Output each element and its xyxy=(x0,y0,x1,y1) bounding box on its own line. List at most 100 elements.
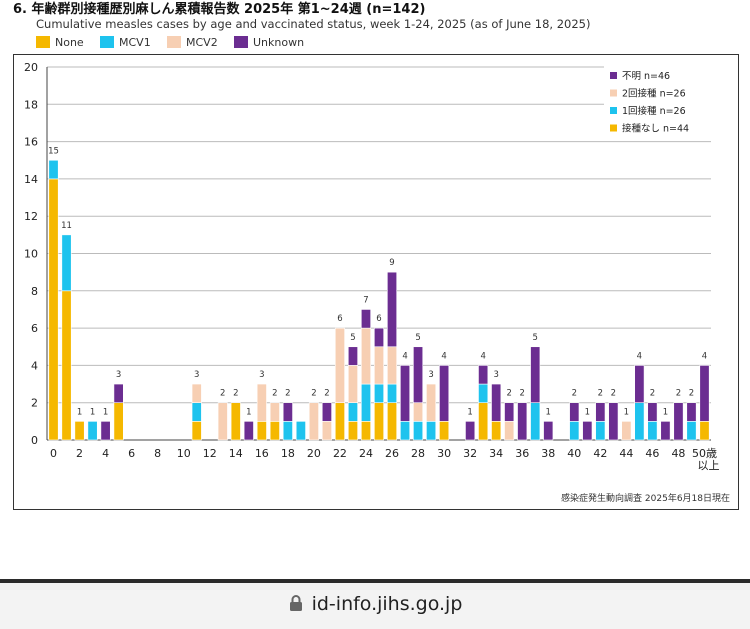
bar-total-label: 1 xyxy=(624,407,629,417)
bar-total-label: 4 xyxy=(402,351,407,361)
y-tick-label: 6 xyxy=(31,322,38,335)
legend-swatch xyxy=(610,107,617,114)
bar-segment xyxy=(347,421,358,441)
bar-segment xyxy=(491,421,502,441)
bar-segment xyxy=(426,421,437,441)
bar-segment xyxy=(413,421,424,441)
url-text[interactable]: id-info.jihs.go.jp xyxy=(311,593,463,615)
legend-item-unknown: Unknown xyxy=(234,36,304,49)
legend-label: Unknown xyxy=(253,36,305,49)
bar-segment xyxy=(465,421,476,441)
bar-total-label: 2 xyxy=(506,389,511,399)
x-tick-label: 32 xyxy=(463,447,477,460)
x-tick-label: 2 xyxy=(76,447,83,460)
bar-segment xyxy=(400,421,411,441)
bar-segment xyxy=(191,383,202,403)
x-tick-suffix: 以上 xyxy=(697,459,719,472)
y-tick-label: 10 xyxy=(24,248,38,261)
bar-segment xyxy=(621,421,632,441)
bar-segment xyxy=(113,402,124,441)
bar-total-label: 3 xyxy=(194,370,199,380)
bar-total-label: 7 xyxy=(363,295,368,305)
bar-segment xyxy=(400,365,411,422)
legend-label: MCV2 xyxy=(186,36,218,49)
bar-total-label: 2 xyxy=(689,389,694,399)
bar-segment xyxy=(334,327,345,404)
x-tick-label: 12 xyxy=(203,447,217,460)
x-tick-label: 4 xyxy=(102,447,109,460)
x-tick-label: 44 xyxy=(619,447,633,460)
bar-segment xyxy=(569,402,580,422)
y-tick-label: 8 xyxy=(31,285,38,298)
bar-segment xyxy=(634,402,645,441)
bar-segment xyxy=(608,402,619,441)
bar-segment xyxy=(387,271,398,348)
legend-swatch-mcv1 xyxy=(100,36,114,48)
legend-label: 2回接種 n=26 xyxy=(622,88,686,100)
x-tick-label: 48 xyxy=(671,447,685,460)
legend-swatch-none xyxy=(36,36,50,48)
x-tick-label: 50歳 xyxy=(692,447,717,460)
bar-segment xyxy=(74,421,85,441)
bar-segment xyxy=(230,402,241,441)
bar-segment xyxy=(543,421,554,441)
bar-total-label: 2 xyxy=(285,389,290,399)
bar-segment xyxy=(413,346,424,404)
bar-segment xyxy=(282,421,293,441)
legend-swatch xyxy=(610,89,617,97)
lock-icon xyxy=(289,595,302,611)
x-tick-label: 18 xyxy=(281,447,295,460)
x-tick-label: 24 xyxy=(359,447,373,460)
bar-segment xyxy=(699,421,710,441)
browser-url-bar[interactable]: id-info.jihs.go.jp xyxy=(0,583,750,629)
bar-segment xyxy=(360,327,371,385)
x-tick-label: 36 xyxy=(515,447,529,460)
y-tick-label: 20 xyxy=(24,61,38,74)
x-tick-label: 20 xyxy=(307,447,321,460)
bar-segment xyxy=(647,421,658,441)
bar-segment xyxy=(243,421,254,441)
legend-item-mcv1: MCV1 xyxy=(100,36,151,49)
legend-label: 接種なし n=44 xyxy=(622,123,689,135)
bar-total-label: 2 xyxy=(311,389,316,399)
x-tick-label: 14 xyxy=(229,447,243,460)
bar-segment xyxy=(413,402,424,422)
bar-segment xyxy=(387,346,398,385)
bar-segment xyxy=(387,402,398,441)
bar-segment xyxy=(217,402,228,441)
bar-total-label: 2 xyxy=(611,389,616,399)
bar-segment xyxy=(673,402,684,441)
x-tick-label: 8 xyxy=(154,447,161,460)
bar-total-label: 2 xyxy=(233,389,238,399)
bar-total-label: 1 xyxy=(246,407,251,417)
bar-total-label: 4 xyxy=(637,351,642,361)
bar-segment xyxy=(504,421,515,441)
x-tick-label: 22 xyxy=(333,447,347,460)
bar-total-label: 6 xyxy=(337,314,342,324)
x-tick-label: 40 xyxy=(567,447,581,460)
x-tick-label: 26 xyxy=(385,447,399,460)
bar-segment xyxy=(478,402,489,441)
bar-segment xyxy=(426,383,437,422)
legend-label: MCV1 xyxy=(119,36,151,49)
x-tick-label: 42 xyxy=(593,447,607,460)
bar-segment xyxy=(439,365,450,422)
bar-segment xyxy=(647,402,658,422)
bar-total-label: 5 xyxy=(415,333,420,343)
bar-total-label: 3 xyxy=(493,370,498,380)
bar-segment xyxy=(48,159,59,180)
bar-segment xyxy=(347,346,358,366)
x-tick-label: 10 xyxy=(177,447,191,460)
bar-total-label: 1 xyxy=(90,407,95,417)
bar-total-label: 1 xyxy=(103,407,108,417)
bar-segment xyxy=(256,383,267,422)
legend-label: 不明 n=46 xyxy=(622,71,670,82)
x-tick-label: 46 xyxy=(645,447,659,460)
bar-total-label: 1 xyxy=(585,407,590,417)
legend-item-none: None xyxy=(36,36,84,49)
bar-total-label: 11 xyxy=(61,221,72,231)
bar-segment xyxy=(256,421,267,441)
x-tick-label: 6 xyxy=(128,447,135,460)
legend-item-mcv2: MCV2 xyxy=(167,36,218,49)
